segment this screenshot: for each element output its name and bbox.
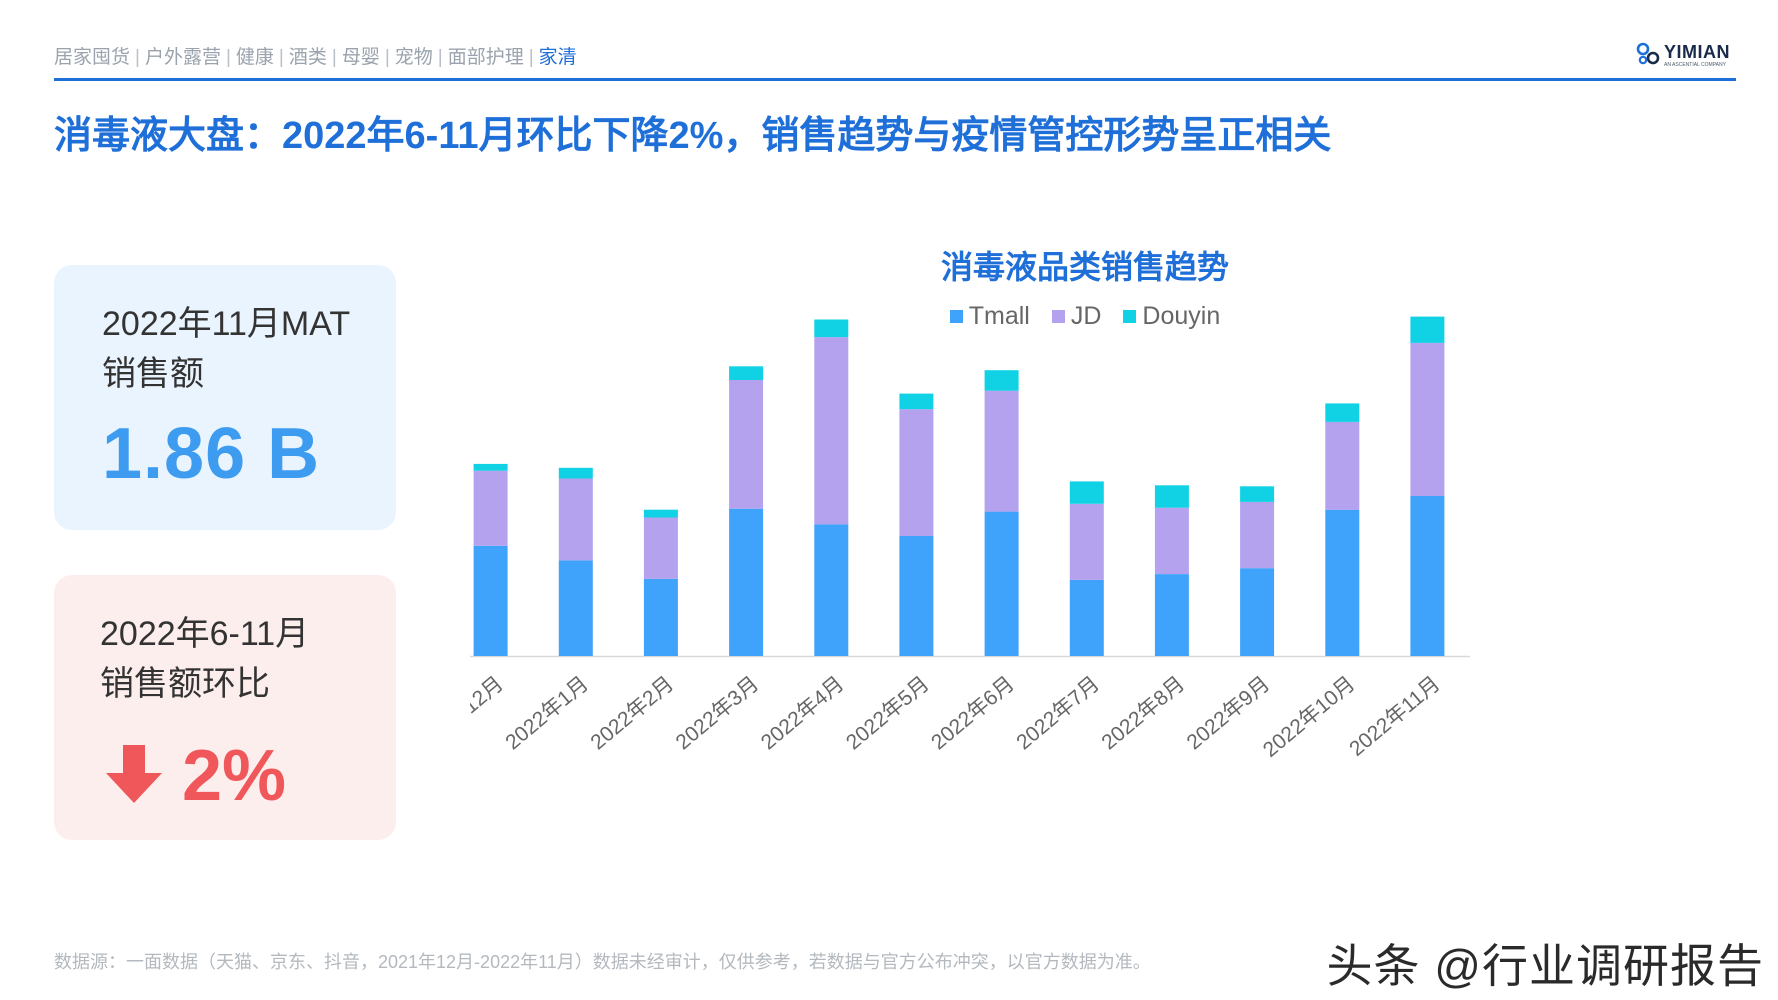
bar-segment-jd xyxy=(899,409,934,536)
bar-segment-jd xyxy=(729,380,764,509)
bar-segment-tmall xyxy=(1154,574,1189,656)
nav-separator: | xyxy=(278,47,284,68)
bar-segment-douyin xyxy=(473,463,508,471)
bar-segment-jd xyxy=(473,470,508,546)
bar-segment-tmall xyxy=(1325,509,1360,656)
kpi-mat-label: 2022年11月MAT 销售额 xyxy=(102,299,350,399)
bar-segment-jd xyxy=(1410,342,1445,496)
legend-item-tmall: Tmall xyxy=(949,302,1030,331)
bar-segment-jd xyxy=(1154,507,1189,574)
chart-plot: 2021年12月2022年1月2022年2月2022年3月2022年4月2022… xyxy=(470,316,1470,762)
x-tick-label: 2022年4月 xyxy=(757,672,849,754)
x-tick-label: 2022年5月 xyxy=(842,672,934,754)
nav-separator: | xyxy=(437,47,443,68)
bar-segment-tmall xyxy=(1069,579,1104,656)
bar-segment-tmall xyxy=(814,524,849,656)
bar-segment-tmall xyxy=(643,578,678,656)
nav-separator: | xyxy=(331,47,337,68)
kpi-mat-value: 1.86 B xyxy=(102,414,321,494)
legend-label: Tmall xyxy=(968,302,1030,330)
x-tick-label: 2022年10月 xyxy=(1259,672,1360,762)
bar-segment-tmall xyxy=(729,508,764,656)
chart-legend: Tmall JD Douyin xyxy=(470,302,1700,331)
nav-item[interactable]: 酒类 xyxy=(288,47,327,68)
x-tick-label: 2022年8月 xyxy=(1097,672,1189,754)
bar-segment-jd xyxy=(558,478,593,561)
x-tick-label: 2022年6月 xyxy=(927,672,1019,754)
yimian-logo: YIMIAN AN ASCENTIAL COMPANY xyxy=(1636,40,1736,70)
bar-segment-douyin xyxy=(899,393,934,410)
bar-segment-jd xyxy=(643,517,678,579)
bar-segment-douyin xyxy=(1410,316,1445,343)
bar-segment-jd xyxy=(1069,503,1104,580)
data-source-note: 数据源：一面数据（天猫、京东、抖音，2021年12月-2022年11月）数据未经… xyxy=(54,952,1151,972)
kpi-mat-label-line2: 销售额 xyxy=(102,355,204,393)
kpi-change-label: 2022年6-11月 销售额环比 xyxy=(100,609,309,709)
nav-item[interactable]: 母婴 xyxy=(341,47,380,68)
kpi-change-value: 2% xyxy=(182,736,287,816)
x-tick-label: 2022年11月 xyxy=(1345,672,1444,761)
bar-segment-douyin xyxy=(643,509,678,518)
bar-segment-douyin xyxy=(1240,486,1275,502)
legend-label: Douyin xyxy=(1142,302,1221,330)
kpi-card-mat: 2022年11月MAT 销售额 1.86 B xyxy=(54,265,396,530)
bar-segment-tmall xyxy=(558,560,593,656)
bar-segment-jd xyxy=(1240,501,1275,569)
bar-segment-douyin xyxy=(1325,403,1360,422)
nav-item[interactable]: 居家囤货 xyxy=(54,47,131,68)
bar-segment-douyin xyxy=(1154,485,1189,508)
legend-label: JD xyxy=(1070,302,1102,330)
header-divider xyxy=(54,78,1736,81)
nav-separator: | xyxy=(225,47,231,68)
arrow-down-icon xyxy=(106,745,162,803)
nav-item[interactable]: 宠物 xyxy=(394,47,433,68)
bar-segment-tmall xyxy=(1410,496,1445,656)
nav-separator: | xyxy=(384,47,390,68)
x-tick-label: 2022年1月 xyxy=(501,672,593,754)
x-tick-label: 2022年3月 xyxy=(672,672,764,754)
page-title: 消毒液大盘：2022年6-11月环比下降2%，销售趋势与疫情管控形势呈正相关 xyxy=(54,115,1332,157)
bar-segment-jd xyxy=(1325,421,1360,510)
nav-item[interactable]: 健康 xyxy=(235,47,274,68)
nav-item[interactable]: 面部护理 xyxy=(447,47,524,68)
bar-segment-tmall xyxy=(984,511,1019,656)
legend-item-douyin: Douyin xyxy=(1123,302,1220,331)
kpi-change-label-line2: 销售额环比 xyxy=(100,665,270,703)
bar-segment-douyin xyxy=(984,370,1019,391)
kpi-card-change: 2022年6-11月 销售额环比 2% xyxy=(54,575,396,840)
chart-title: 消毒液品类销售趋势 xyxy=(940,249,1229,285)
nav-separator: | xyxy=(528,47,534,68)
legend-swatch xyxy=(949,310,963,323)
yimian-logo-icon xyxy=(1636,42,1660,65)
x-tick-label: 2021年12月 xyxy=(470,672,508,762)
nav-item[interactable]: 家清 xyxy=(538,47,577,68)
legend-item-jd: JD xyxy=(1051,302,1102,331)
x-tick-label: 2022年7月 xyxy=(1012,672,1104,754)
bar-segment-tmall xyxy=(473,545,508,656)
brand-name: YIMIAN xyxy=(1664,42,1730,62)
kpi-mat-label-line1: 2022年11月MAT xyxy=(102,305,351,343)
brand-tagline: AN ASCENTIAL COMPANY xyxy=(1664,62,1726,68)
legend-swatch xyxy=(1123,310,1137,323)
kpi-change-label-line1: 2022年6-11月 xyxy=(100,615,310,653)
x-tick-label: 2022年2月 xyxy=(586,672,678,754)
bar-segment-douyin xyxy=(814,319,849,338)
bar-segment-jd xyxy=(814,337,849,525)
sales-trend-chart: 消毒液品类销售趋势 Tmall JD Douyin 2021年12月 2022年1月 2… xyxy=(470,230,1700,890)
bar-segment-douyin xyxy=(1069,481,1104,504)
bar-segment-tmall xyxy=(899,536,934,656)
bar-segment-tmall xyxy=(1240,568,1275,656)
legend-swatch xyxy=(1051,310,1065,323)
watermark: 头条 @行业调研报告 xyxy=(1326,940,1764,992)
bar-segment-jd xyxy=(984,390,1019,512)
bar-segment-douyin xyxy=(729,366,764,380)
nav-item[interactable]: 户外露营 xyxy=(144,47,221,68)
category-nav: 居家囤货 | 户外露营 | 健康 | 酒类 | 母婴 | 宠物 | 面部护理 | 家清 xyxy=(54,42,577,69)
nav-separator: | xyxy=(135,47,140,68)
bar-segment-douyin xyxy=(558,467,593,479)
